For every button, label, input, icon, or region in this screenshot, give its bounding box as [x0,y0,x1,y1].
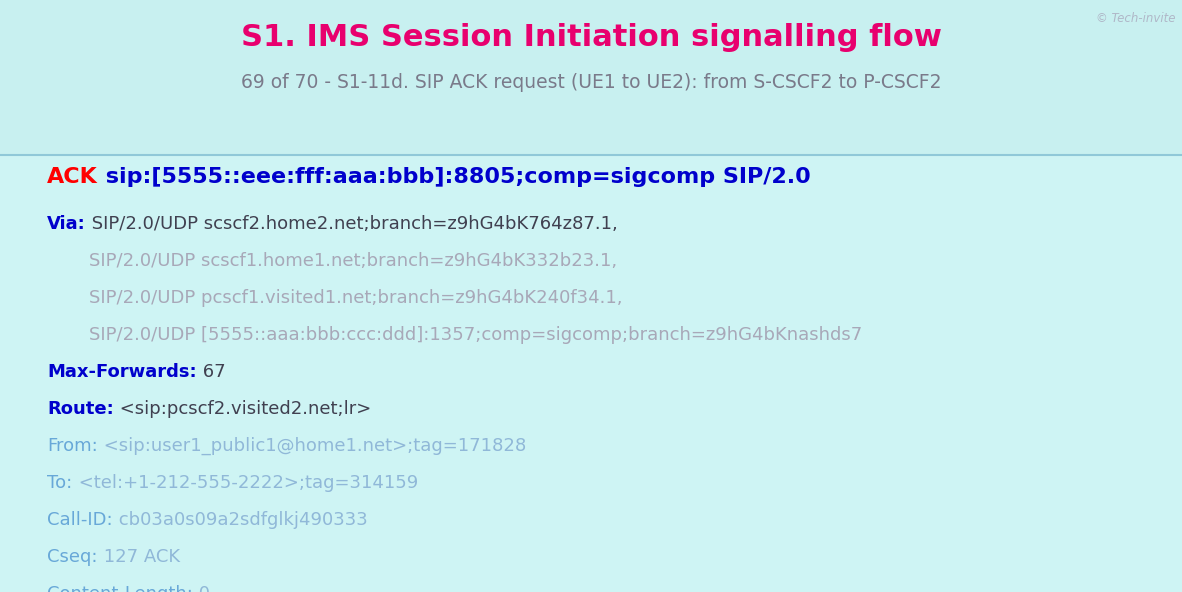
Text: <sip:pcscf2.visited2.net;lr>: <sip:pcscf2.visited2.net;lr> [113,400,371,418]
Text: SIP/2.0/UDP pcscf1.visited1.net;branch=z9hG4bK240f34.1,: SIP/2.0/UDP pcscf1.visited1.net;branch=z… [89,289,622,307]
Text: S1. IMS Session Initiation signalling flow: S1. IMS Session Initiation signalling fl… [241,22,941,52]
Text: cb03a0s09a2sdfglkj490333: cb03a0s09a2sdfglkj490333 [113,511,368,529]
Text: 0: 0 [193,585,210,592]
Text: SIP/2.0/UDP [5555::aaa:bbb:ccc:ddd]:1357;comp=sigcomp;branch=z9hG4bKnashds7: SIP/2.0/UDP [5555::aaa:bbb:ccc:ddd]:1357… [89,326,862,344]
Text: 127 ACK: 127 ACK [98,548,180,566]
Text: <tel:+1-212-555-2222>;tag=314159: <tel:+1-212-555-2222>;tag=314159 [72,474,417,492]
Text: Max-Forwards:: Max-Forwards: [47,363,197,381]
Text: SIP/2.0/UDP scscf2.home2.net;branch=z9hG4bK764z87.1,: SIP/2.0/UDP scscf2.home2.net;branch=z9hG… [86,215,618,233]
Text: <sip:user1_public1@home1.net>;tag=171828: <sip:user1_public1@home1.net>;tag=171828 [98,437,526,455]
Text: To:: To: [47,474,72,492]
Text: Cseq:: Cseq: [47,548,98,566]
Text: SIP/2.0/UDP scscf1.home1.net;branch=z9hG4bK332b23.1,: SIP/2.0/UDP scscf1.home1.net;branch=z9hG… [89,252,617,270]
Text: From:: From: [47,437,98,455]
Text: © Tech-invite: © Tech-invite [1096,12,1175,25]
Text: Route:: Route: [47,400,113,418]
Bar [0,0,1182,155]
Text: ACK: ACK [47,167,98,187]
Text: Content-Length:: Content-Length: [47,585,193,592]
Text: 69 of 70 - S1-11d. SIP ACK request (UE1 to UE2): from S-CSCF2 to P-CSCF2: 69 of 70 - S1-11d. SIP ACK request (UE1 … [241,72,941,92]
Text: 67: 67 [197,363,226,381]
Text: Call-ID:: Call-ID: [47,511,113,529]
Text: sip:[5555::eee:fff:aaa:bbb]:8805;comp=sigcomp SIP/2.0: sip:[5555::eee:fff:aaa:bbb]:8805;comp=si… [98,167,811,187]
Text: Via:: Via: [47,215,86,233]
